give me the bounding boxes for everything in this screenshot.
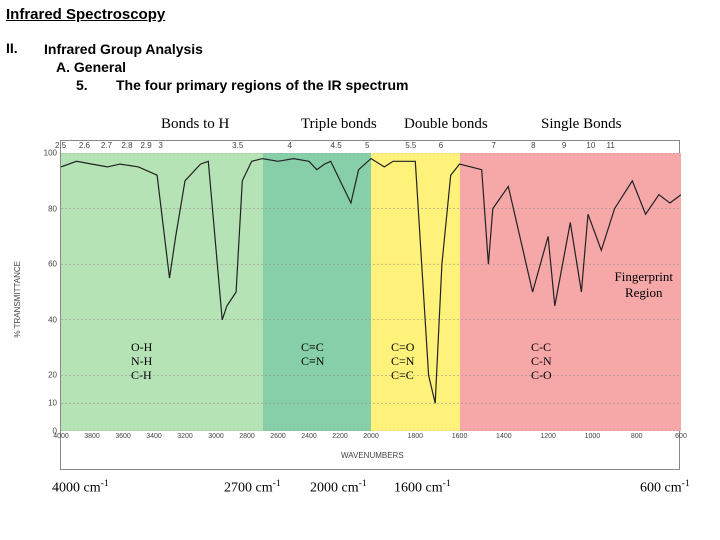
chart-region	[371, 153, 460, 431]
chart-region	[61, 153, 263, 431]
region-label: Bonds to H	[161, 116, 229, 133]
outline-l2: A. General	[56, 58, 409, 76]
y-axis-label: % TRANSMITTANCE	[13, 261, 22, 338]
y-axis: 10080604020100	[31, 153, 59, 431]
x-axis-label: WAVENUMBERS	[341, 451, 404, 460]
outline-roman: II.	[6, 40, 18, 56]
cm-marker: 600 cm-1	[640, 478, 690, 497]
region-label: Triple bonds	[301, 116, 377, 133]
cm-marker: 4000 cm-1	[52, 478, 109, 497]
region-labels: Bonds to H Triple bonds Double bonds Single…	[96, 116, 666, 136]
cm-marker: 2700 cm-1	[224, 478, 281, 497]
outline-l3-text: The four primary regions of the IR spect…	[116, 77, 409, 93]
ir-spectrum-chart: 2.52.62.72.82.933.544.555.567891011 1008…	[60, 140, 680, 470]
bond-list: C-CC-NC-O	[531, 341, 552, 382]
fingerprint-label: FingerprintRegion	[615, 269, 674, 301]
outline-l1: Infrared Group Analysis	[44, 40, 409, 58]
outline-l3-num: 5.	[76, 76, 116, 94]
micron-axis: 2.52.62.72.82.933.544.555.567891011	[61, 141, 681, 153]
cm-marker: 2000 cm-1	[310, 478, 367, 497]
bond-list: C=OC=NC=C	[391, 341, 414, 382]
bond-list: O-HN-HC-H	[131, 341, 152, 382]
outline-block: Infrared Group Analysis A. General 5.The…	[44, 40, 409, 95]
region-label: Double bonds	[404, 116, 488, 133]
cm-marker: 1600 cm-1	[394, 478, 451, 497]
wavenumber-axis: 4000380036003400320030002800260024002200…	[61, 433, 681, 453]
chart-regions	[61, 153, 681, 431]
outline-l3: 5.The four primary regions of the IR spe…	[76, 76, 409, 94]
region-label: Single Bonds	[541, 116, 621, 133]
bond-list: C≡CC≡N	[301, 341, 324, 369]
chart-region	[263, 153, 372, 431]
page-title: Infrared Spectroscopy	[6, 6, 165, 23]
